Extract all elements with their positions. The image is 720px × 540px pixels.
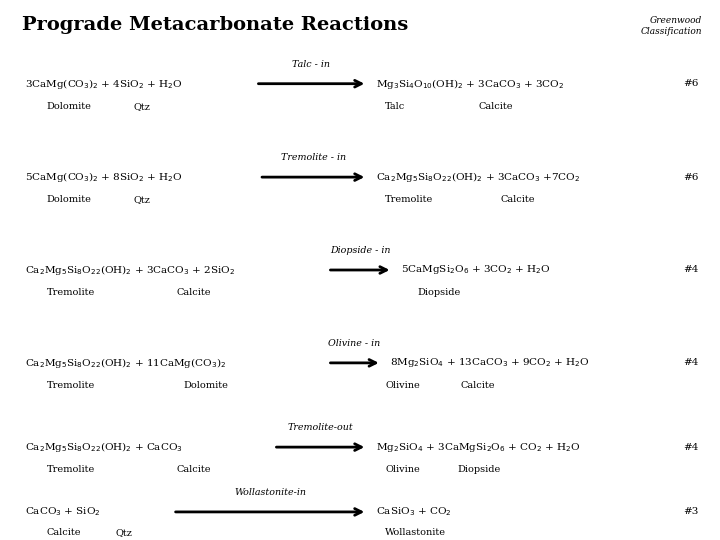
Text: Tremolite: Tremolite xyxy=(47,381,95,390)
Text: Ca$_2$Mg$_5$Si$_8$O$_{22}$(OH)$_2$ + CaCO$_3$: Ca$_2$Mg$_5$Si$_8$O$_{22}$(OH)$_2$ + CaC… xyxy=(25,440,183,454)
Text: Ca$_2$Mg$_5$Si$_8$O$_{22}$(OH)$_2$ + 3CaCO$_3$ +7CO$_2$: Ca$_2$Mg$_5$Si$_8$O$_{22}$(OH)$_2$ + 3Ca… xyxy=(376,170,580,184)
Text: #3: #3 xyxy=(683,508,698,516)
Text: Dolomite: Dolomite xyxy=(47,195,91,204)
Text: Diopside - in: Diopside - in xyxy=(330,246,390,255)
Text: CaSiO$_3$ + CO$_2$: CaSiO$_3$ + CO$_2$ xyxy=(376,505,451,518)
Text: Ca$_2$Mg$_5$Si$_8$O$_{22}$(OH)$_2$ + 11CaMg(CO$_3$)$_2$: Ca$_2$Mg$_5$Si$_8$O$_{22}$(OH)$_2$ + 11C… xyxy=(25,356,226,370)
Text: Dolomite: Dolomite xyxy=(184,381,228,390)
Text: 8Mg$_2$SiO$_4$ + 13CaCO$_3$ + 9CO$_2$ + H$_2$O: 8Mg$_2$SiO$_4$ + 13CaCO$_3$ + 9CO$_2$ + … xyxy=(390,356,590,369)
Text: Mg$_2$SiO$_4$ + 3CaMgSi$_2$O$_6$ + CO$_2$ + H$_2$O: Mg$_2$SiO$_4$ + 3CaMgSi$_2$O$_6$ + CO$_2… xyxy=(376,441,580,454)
Text: Tremolite: Tremolite xyxy=(385,195,433,204)
Text: Calcite: Calcite xyxy=(176,288,211,297)
Text: Calcite: Calcite xyxy=(47,528,81,537)
Text: Qtz: Qtz xyxy=(133,102,150,111)
Text: Wollastonite: Wollastonite xyxy=(385,528,446,537)
Text: #6: #6 xyxy=(683,173,698,181)
Text: Talc: Talc xyxy=(385,102,405,111)
Text: Tremolite-out: Tremolite-out xyxy=(287,423,354,432)
Text: Olivine: Olivine xyxy=(385,381,420,390)
Text: Qtz: Qtz xyxy=(133,195,150,204)
Text: Wollastonite-in: Wollastonite-in xyxy=(234,488,306,497)
Text: 5CaMgSi$_2$O$_6$ + 3CO$_2$ + H$_2$O: 5CaMgSi$_2$O$_6$ + 3CO$_2$ + H$_2$O xyxy=(401,264,551,276)
Text: Tremolite - in: Tremolite - in xyxy=(281,153,346,162)
Text: #4: #4 xyxy=(683,443,698,451)
Text: Greenwood: Greenwood xyxy=(649,16,702,25)
Text: #6: #6 xyxy=(683,79,698,88)
Text: CaCO$_3$ + SiO$_2$: CaCO$_3$ + SiO$_2$ xyxy=(25,505,101,518)
Text: #4: #4 xyxy=(683,266,698,274)
Text: Tremolite: Tremolite xyxy=(47,465,95,474)
Text: Calcite: Calcite xyxy=(461,381,495,390)
Text: Classification: Classification xyxy=(641,27,702,36)
Text: Diopside: Diopside xyxy=(418,288,461,297)
Text: Ca$_2$Mg$_5$Si$_8$O$_{22}$(OH)$_2$ + 3CaCO$_3$ + 2SiO$_2$: Ca$_2$Mg$_5$Si$_8$O$_{22}$(OH)$_2$ + 3Ca… xyxy=(25,263,235,277)
Text: Olivine: Olivine xyxy=(385,465,420,474)
Text: Calcite: Calcite xyxy=(479,102,513,111)
Text: Dolomite: Dolomite xyxy=(47,102,91,111)
Text: Calcite: Calcite xyxy=(500,195,535,204)
Text: Talc - in: Talc - in xyxy=(292,59,330,69)
Text: Prograde Metacarbonate Reactions: Prograde Metacarbonate Reactions xyxy=(22,16,408,34)
Text: Mg$_3$Si$_4$O$_{10}$(OH)$_2$ + 3CaCO$_3$ + 3CO$_2$: Mg$_3$Si$_4$O$_{10}$(OH)$_2$ + 3CaCO$_3$… xyxy=(376,77,564,91)
Text: Calcite: Calcite xyxy=(176,465,211,474)
Text: 5CaMg(CO$_3$)$_2$ + 8SiO$_2$ + H$_2$O: 5CaMg(CO$_3$)$_2$ + 8SiO$_2$ + H$_2$O xyxy=(25,170,183,184)
Text: Qtz: Qtz xyxy=(115,528,132,537)
Text: Diopside: Diopside xyxy=(457,465,500,474)
Text: 3CaMg(CO$_3$)$_2$ + 4SiO$_2$ + H$_2$O: 3CaMg(CO$_3$)$_2$ + 4SiO$_2$ + H$_2$O xyxy=(25,77,183,91)
Text: Tremolite: Tremolite xyxy=(47,288,95,297)
Text: #4: #4 xyxy=(683,359,698,367)
Text: Olivine - in: Olivine - in xyxy=(328,339,380,348)
